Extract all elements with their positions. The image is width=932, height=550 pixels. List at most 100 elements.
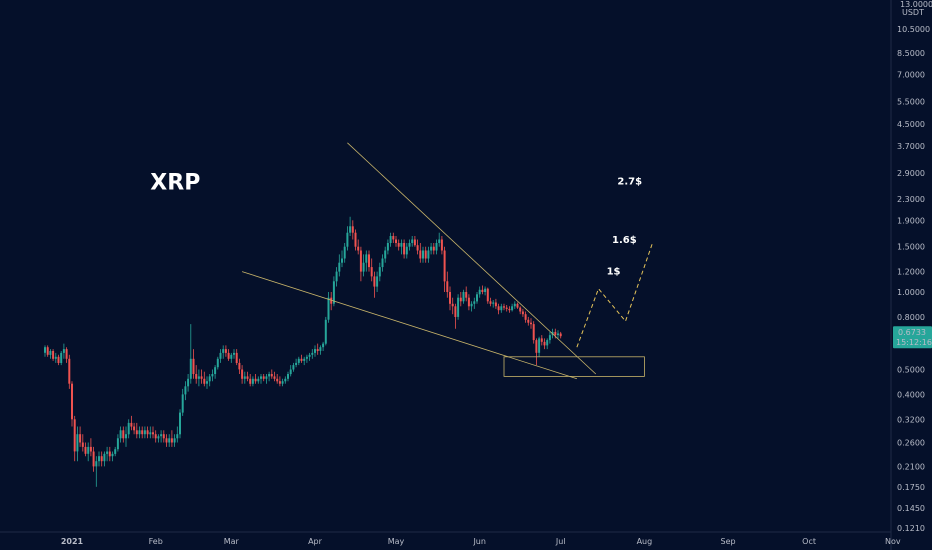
candle-body (511, 306, 514, 311)
last-price-value: 0.6733 (898, 328, 926, 337)
price-tick-label: 3.7000 (897, 142, 925, 151)
candle-body (330, 297, 333, 304)
candle-body (327, 297, 330, 320)
candle-body (305, 356, 308, 359)
candle-body (208, 376, 211, 382)
candle-body (530, 322, 532, 325)
time-tick-label: Feb (149, 537, 163, 546)
upper-trendline (347, 142, 597, 375)
bar-countdown: 15:12:16 (896, 338, 932, 347)
candle-body (268, 374, 271, 377)
candle-body (219, 352, 222, 359)
candle-body (57, 356, 60, 363)
candle-body (89, 446, 92, 452)
candle-body (548, 335, 551, 341)
candle-body (341, 258, 343, 263)
price-tick-label: 1.5000 (897, 243, 925, 252)
candle-body (100, 456, 103, 462)
candle-body (214, 367, 217, 374)
price-tick-label: 0.1450 (897, 504, 925, 513)
drawings-layer (241, 142, 653, 380)
candle-body (111, 453, 114, 457)
candle-body (46, 347, 49, 355)
candle-body (287, 374, 289, 379)
time-tick-label: Aug (637, 537, 653, 546)
time-axis[interactable]: 2021 Feb Mar Apr May Jun Jul Aug Sep Oct Nov (61, 537, 901, 546)
annotation-label: 2.7$ (617, 176, 642, 187)
candle-body (195, 374, 198, 379)
candles-layer (44, 216, 562, 487)
candle-body (462, 292, 465, 302)
candle-body (108, 451, 111, 457)
price-tick-label: 7.0000 (897, 71, 925, 80)
price-tick-label: 10.5000 (897, 25, 930, 34)
price-tick-label: 0.2100 (897, 462, 925, 471)
candle-body (378, 267, 381, 277)
candle-body (249, 378, 252, 384)
candle-body (273, 376, 276, 379)
candle-body (376, 276, 379, 287)
candle-body (351, 226, 354, 233)
candle-body (289, 369, 292, 375)
candle-body (368, 254, 370, 268)
candle-body (162, 434, 165, 439)
candle-body (62, 349, 65, 353)
candle-body (135, 430, 138, 435)
candle-body (554, 331, 557, 336)
candle-body (106, 451, 109, 454)
annotation-labels: XRP 2.7$ 1.6$ 1$ (150, 171, 642, 278)
candle-body (432, 246, 435, 251)
candle-body (389, 236, 392, 243)
candle-body (438, 239, 441, 243)
candle-body (540, 338, 543, 342)
candle-body (392, 236, 395, 240)
candle-body (546, 340, 549, 346)
candle-body (470, 303, 473, 307)
candle-body (79, 434, 82, 443)
price-tick-label: 8.5000 (897, 49, 925, 58)
time-tick-label: May (388, 537, 405, 546)
candle-body (65, 349, 68, 359)
candle-body (122, 430, 125, 439)
candle-body (160, 434, 163, 437)
candle-body (292, 365, 295, 370)
candle-body (316, 349, 319, 351)
candle-body (241, 369, 244, 379)
price-tick-label: 0.8000 (897, 313, 925, 322)
candle-body (538, 338, 541, 353)
candle-body (454, 306, 457, 317)
candle-body (157, 436, 160, 439)
candle-body (154, 434, 157, 439)
candle-body (332, 281, 335, 304)
candle-body (516, 303, 519, 308)
candle-body (262, 376, 265, 379)
candle-body (149, 432, 152, 435)
price-tick-label: 2.9000 (897, 169, 925, 178)
candle-body (473, 301, 476, 304)
price-axis[interactable]: 13.0000 USDT 10.5000 8.5000 7.0000 5.5000 4.… (897, 0, 932, 533)
candle-body (519, 307, 522, 312)
candle-body (222, 349, 225, 353)
candle-body (476, 294, 478, 302)
candle-body (557, 333, 559, 336)
candle-body (535, 340, 538, 353)
candle-body (524, 314, 527, 320)
candle-body (125, 434, 127, 439)
time-tick-label: 2021 (61, 537, 84, 546)
candle-body (497, 306, 500, 311)
candle-body (324, 319, 327, 344)
candle-body (430, 246, 433, 251)
candle-body (114, 449, 117, 454)
candle-body (203, 378, 206, 384)
candle-body (238, 362, 241, 370)
candle-body (411, 239, 414, 243)
candle-body (303, 358, 306, 361)
candle-body (224, 349, 227, 353)
candle-body (165, 438, 168, 443)
candle-body (335, 271, 338, 282)
candle-body (338, 262, 341, 272)
candle-body (308, 354, 311, 357)
candle-body (427, 250, 430, 259)
